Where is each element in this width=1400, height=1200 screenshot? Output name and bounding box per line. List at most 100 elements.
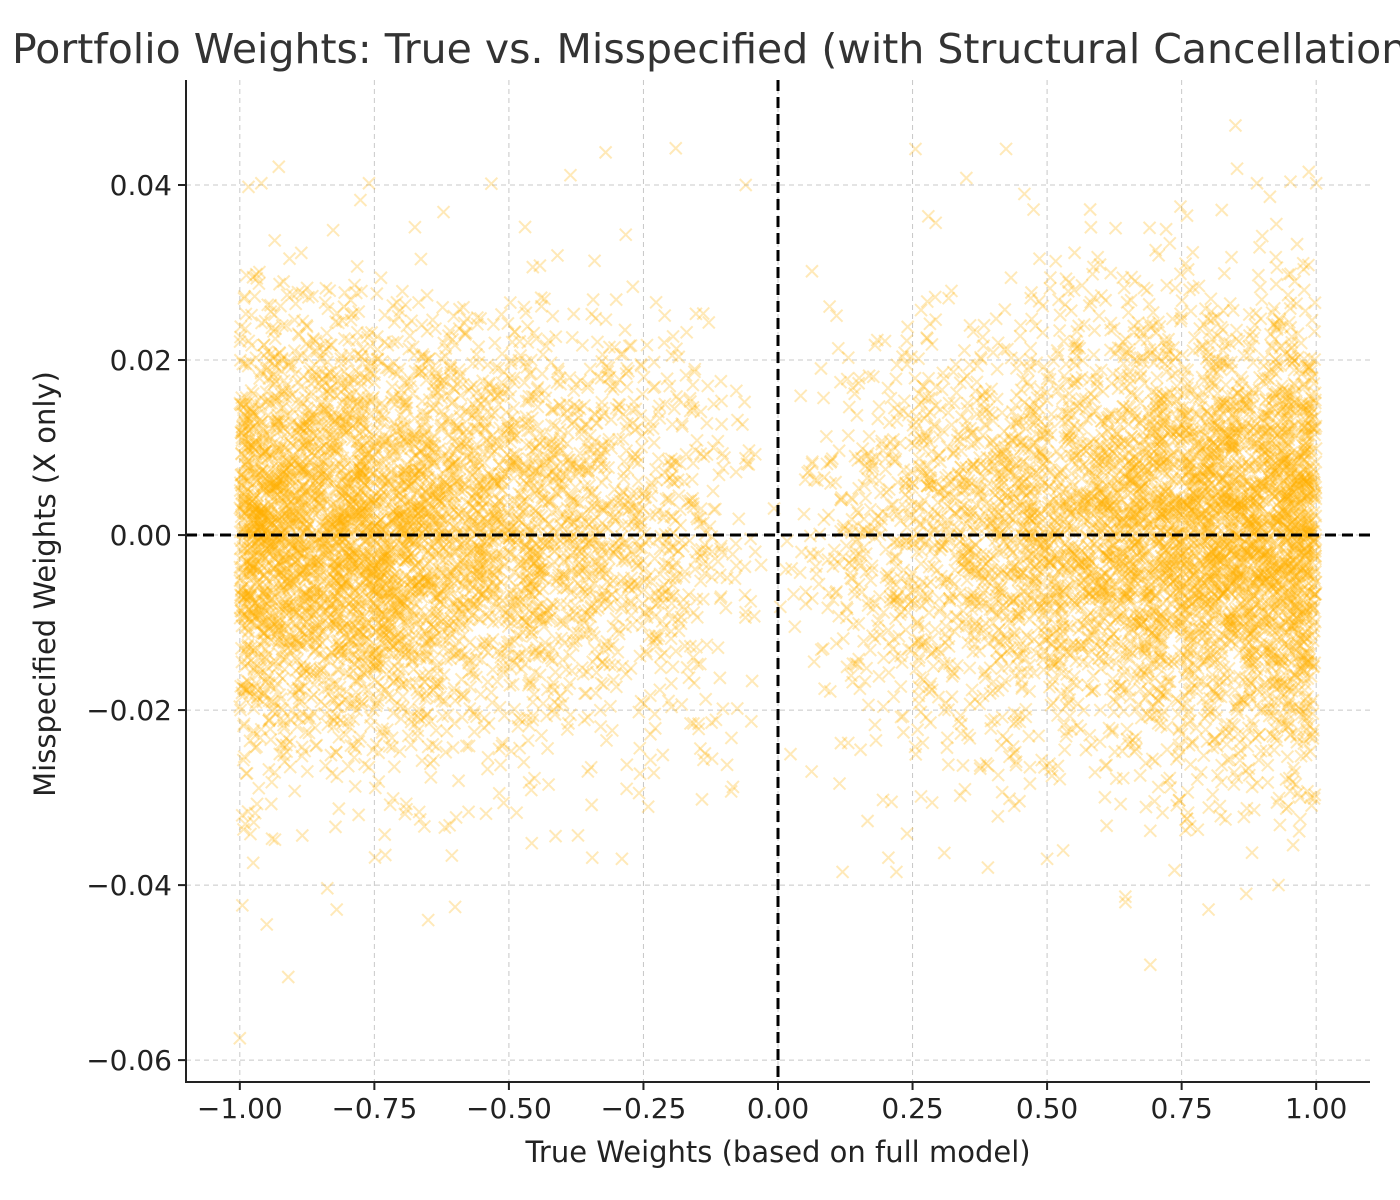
data-point [241,586,255,600]
data-point [671,473,685,487]
data-point [469,443,483,458]
data-point [1281,288,1295,302]
data-point [1081,616,1095,631]
data-point [1292,546,1306,560]
data-point [1292,363,1307,377]
data-point [967,563,982,578]
data-point [1036,644,1051,659]
data-point [654,661,668,675]
data-point [420,288,434,303]
data-point [977,318,991,332]
data-point [1178,476,1192,490]
data-point [1235,505,1249,519]
data-point [233,483,247,498]
data-point [1118,458,1133,473]
data-point [950,520,964,535]
data-point [1295,418,1309,432]
data-point [1064,303,1078,318]
data-point [914,303,928,317]
data-point [318,534,332,548]
data-point [1093,472,1108,487]
data-point [375,596,389,610]
data-point [1046,354,1061,368]
data-point [1036,325,1050,340]
data-point [1293,812,1307,826]
data-point [367,596,382,610]
data-point [272,160,286,174]
data-point [1184,681,1199,696]
data-point [1128,569,1143,583]
data-point [690,610,704,625]
data-point [560,436,574,451]
data-point [1011,609,1026,624]
data-point [1289,396,1304,410]
data-point [1159,654,1173,669]
data-point [914,789,928,804]
data-point [584,536,598,551]
data-point [1226,502,1240,516]
data-point [912,650,926,665]
data-point [469,485,483,499]
data-point [1062,501,1076,515]
data-point [286,438,300,453]
data-point [1048,254,1063,268]
data-point [458,478,472,492]
data-point [1059,699,1073,713]
data-point [570,565,585,579]
data-point [507,565,521,579]
data-point [373,472,387,486]
data-point [773,600,788,614]
data-point [1245,649,1260,663]
data-point [644,488,658,503]
data-point [1244,676,1258,690]
data-point [424,770,438,785]
data-point [1181,377,1195,391]
data-point [1014,435,1029,449]
data-point [1238,670,1253,685]
data-point [1227,614,1241,628]
data-point [1154,612,1168,626]
data-point [258,551,272,565]
data-point [1083,728,1097,742]
data-point [302,422,317,436]
data-point [1235,580,1249,594]
data-point [1240,433,1255,447]
data-point [1189,493,1204,507]
data-point [387,580,402,594]
data-point [452,646,466,660]
data-point [846,381,860,395]
data-point [962,560,976,575]
data-point [1037,663,1051,677]
data-point [494,307,509,322]
data-point [953,788,967,803]
data-point [237,487,252,502]
data-point [1294,749,1308,763]
data-point [365,467,379,481]
data-point [354,483,368,497]
data-point [1070,399,1084,413]
data-point [1185,515,1199,530]
data-point [522,566,536,580]
data-point [617,472,631,486]
data-point [1059,272,1073,286]
data-point [624,338,638,353]
data-point [453,601,467,615]
data-point [1134,543,1149,558]
data-point [1251,268,1266,282]
data-point [1282,612,1297,627]
data-point [1127,325,1141,340]
data-point [814,361,828,376]
data-point [1235,374,1250,389]
data-point [716,461,730,476]
data-point [235,430,249,445]
data-point [422,509,436,524]
data-point [404,499,418,514]
data-point [316,624,331,639]
data-point [371,352,385,366]
data-point [1049,642,1063,657]
data-point [783,747,798,761]
data-point [1297,502,1312,516]
data-point [1235,505,1249,520]
data-point [1296,593,1310,607]
data-point [1269,623,1284,638]
